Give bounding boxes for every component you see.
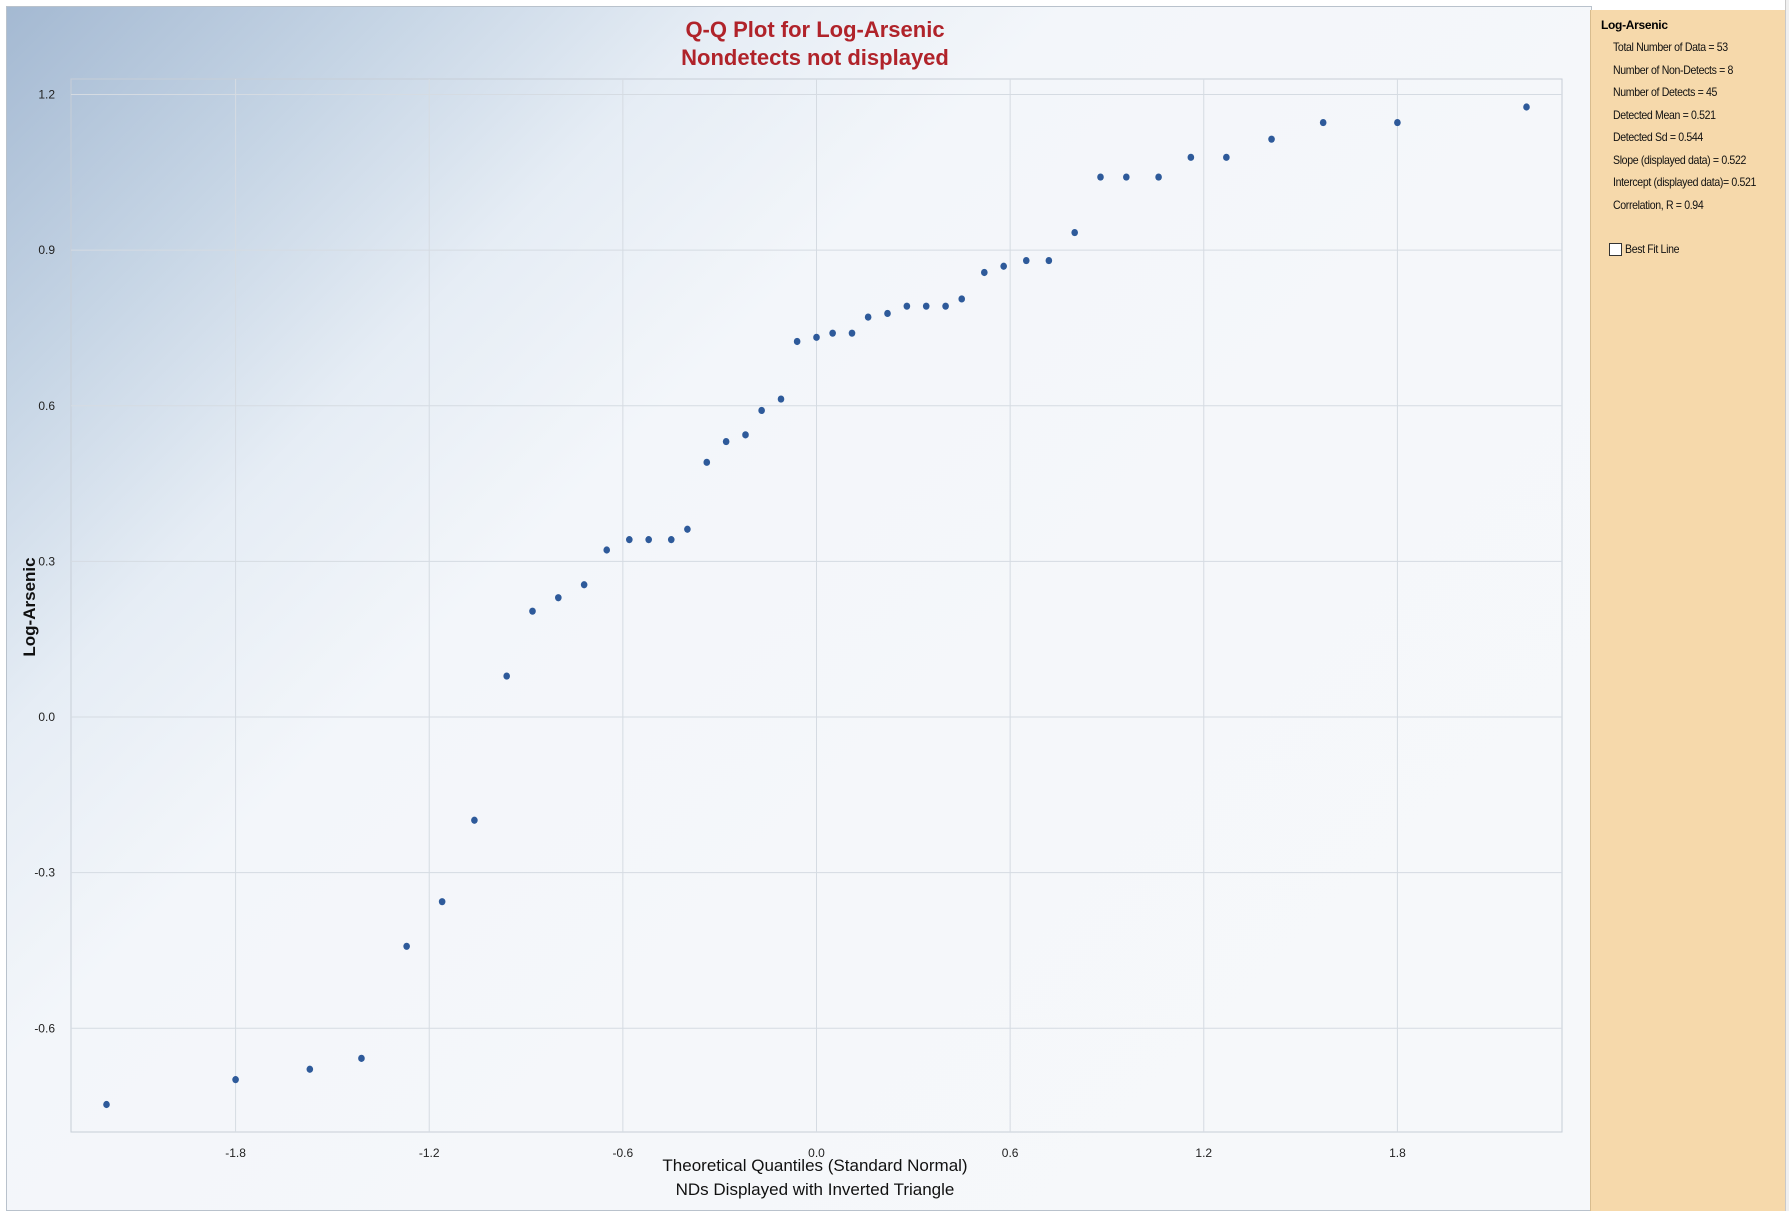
data-point (403, 942, 410, 950)
data-point (1223, 153, 1230, 161)
data-point (1394, 118, 1401, 127)
data-point (848, 329, 856, 337)
chart-title: Q-Q Plot for Log-Arsenic (685, 17, 944, 42)
data-point (684, 525, 691, 533)
data-point (1523, 103, 1530, 111)
stat-line: Number of Detects = 45 (1613, 85, 1718, 99)
qq-plot-chart: -1.8 -1.2 -0.6 0.0 0.6 1.2 1.8 -0.6 -0.3 0.0 0.3 0.… (20, 17, 1563, 1199)
x-tick-label: 1.8 (1389, 1146, 1406, 1160)
x-tick-label: 0.0 (808, 1146, 825, 1160)
y-tick-label: 0.6 (38, 399, 55, 413)
data-point (1319, 118, 1327, 127)
data-point (667, 536, 675, 544)
data-point (1045, 256, 1053, 265)
data-point (603, 546, 611, 554)
stat-line: Correlation, R = 0.94 (1613, 197, 1704, 212)
data-point (703, 458, 711, 466)
y-tick-label: -0.6 (34, 1021, 55, 1035)
stat-line: Slope (displayed data) = 0.522 (1613, 152, 1746, 167)
x-tick-label: -0.6 (613, 1146, 634, 1160)
window-edge (1785, 0, 1789, 1211)
data-point (555, 594, 562, 602)
y-tick-label: 0.3 (38, 554, 55, 568)
data-point (471, 816, 478, 824)
data-point (813, 333, 820, 341)
data-point (1022, 256, 1030, 265)
x-tick-label: -1.8 (225, 1146, 246, 1160)
y-axis-label: Log-Arsenic (20, 557, 39, 656)
data-point (503, 672, 510, 680)
data-point (884, 309, 891, 318)
data-point (1268, 135, 1275, 143)
data-point (103, 1100, 110, 1109)
stat-line: Intercept (displayed data)= 0.521 (1613, 175, 1757, 189)
data-point (742, 431, 749, 439)
data-point (358, 1054, 365, 1062)
data-point (942, 302, 949, 310)
data-point (529, 607, 536, 615)
data-point (722, 437, 730, 446)
data-point (1123, 173, 1130, 181)
y-tick-label: 0.0 (38, 710, 55, 724)
data-point (645, 536, 652, 544)
data-point (626, 536, 633, 544)
stats-title: Log-Arsenic (1601, 18, 1668, 32)
chart-subtitle: Nondetects not displayed (681, 45, 949, 70)
stat-line: Number of Non-Detects = 8 (1613, 62, 1734, 77)
data-point (758, 406, 765, 415)
data-point (232, 1076, 239, 1084)
x-axis-label: Theoretical Quantiles (Standard Normal) (662, 1156, 967, 1175)
plot-area: -1.8 -1.2 -0.6 0.0 0.6 1.2 1.8 -0.6 -0.3 0.0 0.3 0.… (6, 6, 1592, 1211)
x-tick-label: 0.6 (1002, 1146, 1019, 1160)
stat-line: Total Number of Data = 53 (1613, 40, 1728, 54)
y-tick-label: -0.3 (34, 866, 55, 880)
data-point (777, 395, 785, 403)
data-point (1097, 173, 1104, 181)
data-point (958, 295, 966, 303)
data-point (1071, 228, 1078, 237)
data-point (1155, 173, 1162, 181)
data-point (793, 337, 801, 346)
data-point (306, 1065, 314, 1073)
best-fit-label: Best Fit Line (1625, 242, 1680, 256)
data-point (438, 898, 446, 906)
best-fit-checkbox[interactable] (1609, 242, 1622, 256)
statistics-panel: Log-Arsenic Total Number of Data = 53 Num… (1590, 10, 1789, 1211)
data-point (864, 313, 872, 321)
stat-line: Detected Mean = 0.521 (1613, 107, 1716, 122)
data-point (1187, 153, 1195, 161)
data-point (922, 302, 930, 310)
y-tick-label: 1.2 (38, 88, 55, 102)
x-tick-label: 1.2 (1195, 1146, 1212, 1160)
data-point (981, 268, 988, 277)
data-point (829, 329, 836, 337)
x-axis-sublabel: NDs Displayed with Inverted Triangle (676, 1180, 955, 1199)
best-fit-line-toggle[interactable]: Best Fit Line (1609, 242, 1687, 256)
data-point (1000, 262, 1007, 270)
stat-line: Detected Sd = 0.544 (1613, 130, 1703, 144)
data-point (903, 302, 911, 310)
data-point (580, 581, 588, 589)
y-tick-label: 0.9 (38, 243, 55, 257)
x-tick-label: -1.2 (419, 1146, 440, 1160)
